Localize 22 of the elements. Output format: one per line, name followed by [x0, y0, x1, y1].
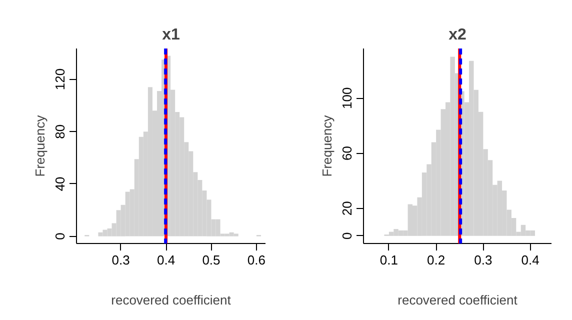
- chart-title: x2: [448, 26, 466, 44]
- y-tick-label: 60: [340, 146, 354, 160]
- x-tick-label: 0.6: [247, 252, 266, 268]
- y-tick-label: 80: [52, 124, 68, 139]
- y-tick-label: 100: [340, 87, 354, 109]
- y-tick-label: 120: [52, 68, 68, 90]
- x-tick-label: 0.2: [427, 252, 446, 268]
- x-tick-label: 0.3: [112, 252, 130, 268]
- x-tick-label: 0.4: [156, 252, 176, 268]
- y-axis-title: Frequency: [320, 114, 334, 177]
- x-tick-label: 0.1: [380, 252, 398, 268]
- y-tick-label: 0: [340, 232, 354, 240]
- chart-title: x1: [162, 26, 180, 44]
- x-axis-title: recovered coefficient: [398, 292, 518, 308]
- y-tick-label: 0: [52, 232, 68, 240]
- x-tick-label: 0.4: [521, 252, 540, 268]
- y-axis-title: Frequency: [32, 114, 48, 177]
- x-axis-title: recovered coefficient: [111, 292, 232, 308]
- x-tick-label: 0.5: [202, 252, 220, 268]
- y-tick-label: 20: [340, 201, 354, 216]
- x-tick-label: 0.3: [474, 252, 492, 268]
- y-tick-label: 40: [52, 176, 68, 192]
